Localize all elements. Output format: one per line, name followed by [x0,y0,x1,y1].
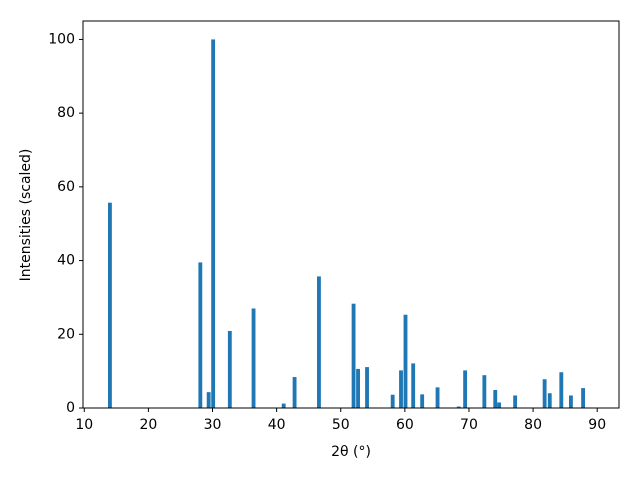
bar [463,370,468,408]
x-tick-label: 50 [332,417,350,433]
bar [542,379,547,408]
bar [317,276,321,408]
x-tick-label: 60 [396,417,414,433]
bar [108,202,112,408]
bar [456,406,461,408]
y-tick-label: 0 [66,400,75,416]
bar [356,368,360,408]
x-tick-label: 40 [268,417,286,433]
bar [227,330,232,408]
bar [435,387,440,408]
y-tick-label: 20 [57,326,75,342]
x-tick-label: 20 [139,417,157,433]
bar [365,367,369,408]
x-tick-label: 10 [75,417,93,433]
x-tick-label: 70 [460,417,478,433]
y-axis-label: Intensities (scaled) [18,149,34,282]
bar [547,393,552,408]
bar [206,392,211,408]
x-tick-label: 90 [588,417,606,433]
y-tick-label: 100 [48,31,75,47]
bar [559,372,564,408]
bar [251,308,256,408]
x-axis-label: 2θ (°) [331,444,371,460]
bar [420,394,425,408]
bar [198,262,203,408]
bar [411,363,416,408]
bar [513,395,518,408]
bar [351,303,356,408]
plot-frame [82,20,620,409]
bar [211,39,216,409]
bar [581,388,586,408]
y-tick-label: 40 [57,253,75,269]
x-tick-label: 80 [524,417,542,433]
bar [493,389,498,408]
bar [403,314,408,408]
y-tick-label: 60 [57,179,75,195]
bar [399,370,403,408]
bar [482,375,487,408]
bar [281,403,286,408]
y-tick-label: 80 [57,105,75,121]
bar [292,377,297,408]
bar [568,395,573,408]
x-tick-label: 30 [204,417,222,433]
bar [497,402,502,408]
bar [390,394,395,408]
